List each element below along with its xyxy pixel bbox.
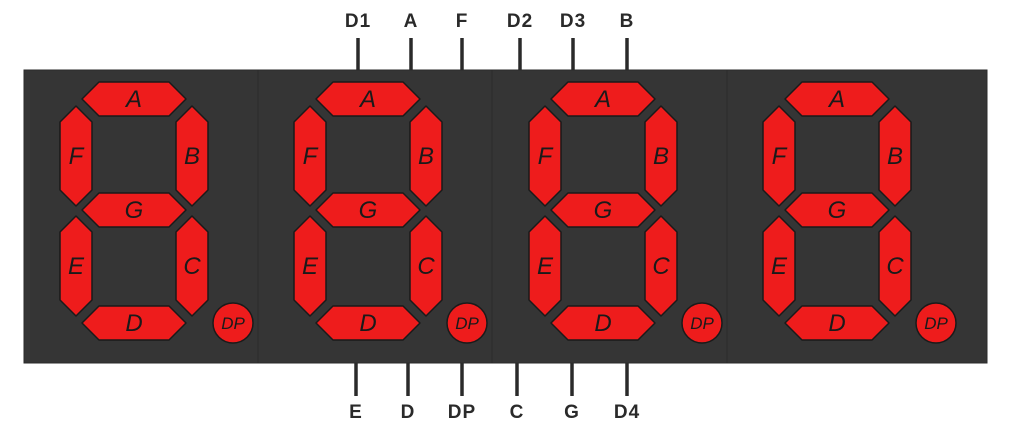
segment-b-digit-3 (644, 105, 678, 207)
pin-bottom-label: E (349, 402, 363, 423)
segment-c-digit-2 (409, 215, 443, 317)
segment-g-digit-4 (784, 192, 890, 228)
decimal-point-digit-4 (915, 302, 957, 344)
segment-f-digit-1 (59, 105, 93, 207)
segment-f-digit-3 (528, 105, 562, 207)
segment-e-digit-4 (762, 215, 796, 317)
segment-label-f: F (538, 143, 554, 170)
segment-e-digit-3 (528, 215, 562, 317)
digit-1: A B C D E F G DP (59, 81, 254, 344)
segment-d-digit-2 (315, 305, 421, 341)
decimal-point-digit-2 (446, 302, 488, 344)
pin-bottom-label: D (401, 402, 416, 423)
segment-f-digit-4 (762, 105, 796, 207)
segment-label-c: C (183, 253, 201, 280)
pin-bottom-label: G (564, 402, 580, 423)
segment-label-a: A (124, 86, 142, 113)
segment-d-digit-3 (550, 305, 656, 341)
digit-4: A B C D E F G DP (762, 81, 957, 344)
digit-2: A B C D E F G DP (293, 81, 488, 344)
segment-label-dp: DP (690, 314, 714, 333)
segment-label-e: E (771, 253, 788, 280)
pin-top-label: F (456, 11, 469, 32)
segment-b-digit-1 (175, 105, 209, 207)
segment-g-digit-2 (315, 192, 421, 228)
segment-label-d: D (828, 310, 845, 337)
segment-label-g: G (359, 197, 378, 224)
segment-label-g: G (594, 197, 613, 224)
segment-label-c: C (652, 253, 670, 280)
segment-b-digit-2 (409, 105, 443, 207)
segment-label-dp: DP (221, 314, 245, 333)
pin-top-label: D2 (507, 11, 533, 32)
segment-a-digit-2 (315, 81, 421, 117)
segment-label-a: A (827, 86, 845, 113)
segment-label-e: E (537, 253, 554, 280)
segment-label-b: B (184, 143, 200, 170)
segment-c-digit-4 (878, 215, 912, 317)
decimal-point-digit-1 (212, 302, 254, 344)
segment-label-g: G (828, 197, 847, 224)
pin-top-label: D3 (560, 11, 586, 32)
segment-label-a: A (593, 86, 611, 113)
segment-c-digit-1 (175, 215, 209, 317)
segment-label-f: F (772, 143, 788, 170)
segment-label-b: B (653, 143, 669, 170)
segment-d-digit-4 (784, 305, 890, 341)
segment-label-dp: DP (924, 314, 948, 333)
segment-label-e: E (302, 253, 319, 280)
segment-label-d: D (594, 310, 611, 337)
segment-label-g: G (125, 197, 144, 224)
pin-bottom-label: D4 (614, 402, 640, 423)
segment-label-f: F (69, 143, 85, 170)
segment-label-d: D (125, 310, 142, 337)
segment-label-c: C (886, 253, 904, 280)
segment-label-dp: DP (455, 314, 479, 333)
segment-label-c: C (417, 253, 435, 280)
pin-bottom-label: DP (448, 402, 476, 423)
segment-label-d: D (359, 310, 376, 337)
segment-e-digit-1 (59, 215, 93, 317)
segment-b-digit-4 (878, 105, 912, 207)
segment-label-e: E (68, 253, 85, 280)
segment-a-digit-1 (81, 81, 187, 117)
segment-e-digit-2 (293, 215, 327, 317)
pin-top-label: B (620, 11, 635, 32)
segment-c-digit-3 (644, 215, 678, 317)
segment-a-digit-4 (784, 81, 890, 117)
segment-d-digit-1 (81, 305, 187, 341)
pin-bottom-label: C (510, 402, 525, 423)
segment-f-digit-2 (293, 105, 327, 207)
pin-top-label: D1 (345, 11, 371, 32)
segment-label-a: A (358, 86, 376, 113)
segment-label-b: B (887, 143, 903, 170)
segment-a-digit-3 (550, 81, 656, 117)
decimal-point-digit-3 (681, 302, 723, 344)
segment-g-digit-3 (550, 192, 656, 228)
segment-label-f: F (303, 143, 319, 170)
pins-group: D1 A F D2 D3 B E D DP C G D4 (345, 11, 640, 423)
digits-group: A B C D E F G DP A B C D E F G DP A B C D E F G DP A B C D E F G DP (59, 81, 957, 344)
segment-g-digit-1 (81, 192, 187, 228)
pin-top-label: A (404, 11, 419, 32)
digit-3: A B C D E F G DP (528, 81, 723, 344)
segment-label-b: B (418, 143, 434, 170)
